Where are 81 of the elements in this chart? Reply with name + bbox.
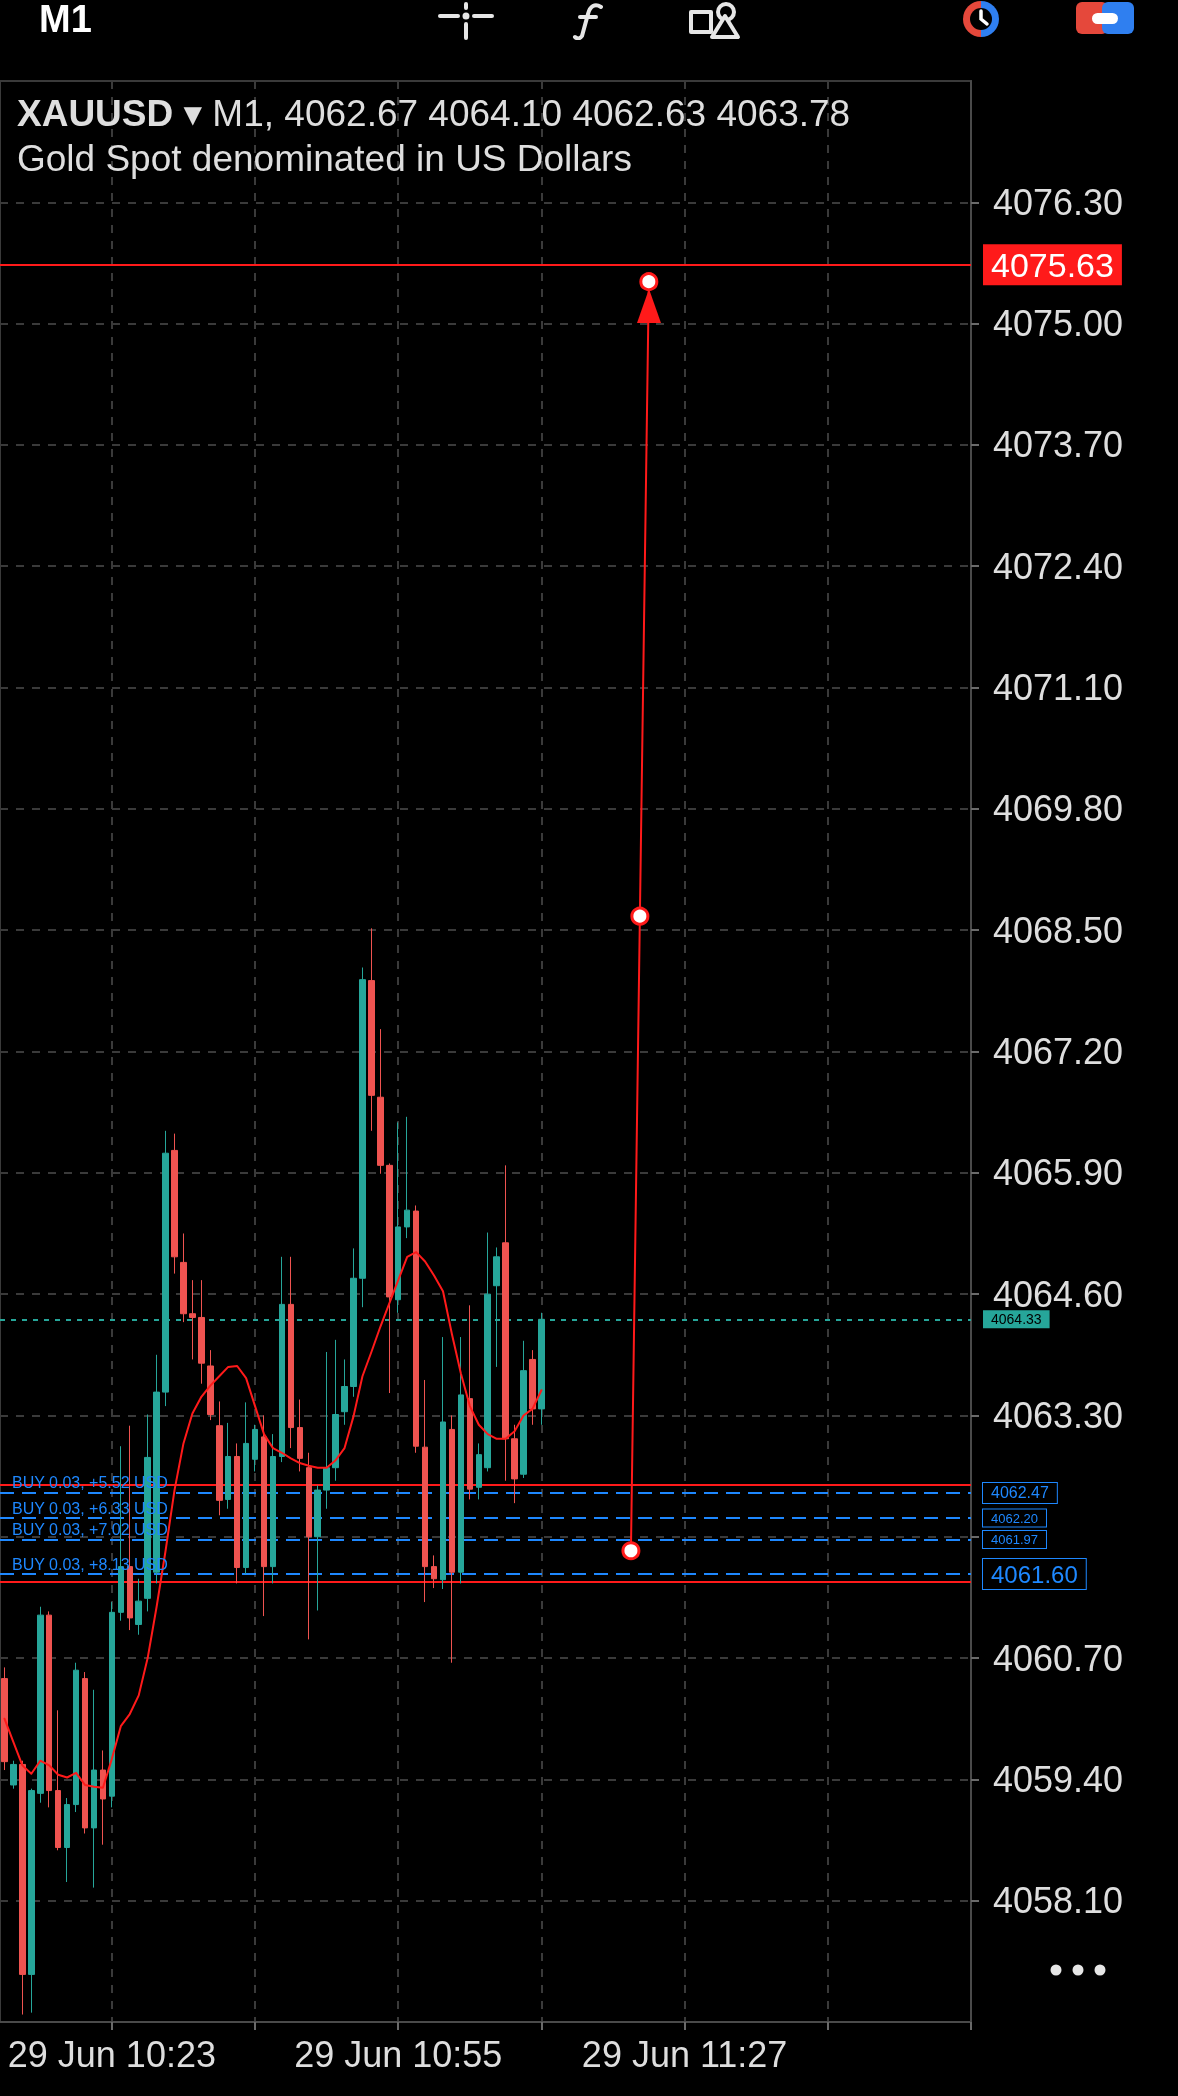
candlestick <box>225 1422 231 1510</box>
point <box>639 272 659 292</box>
candlestick <box>243 1401 249 1575</box>
candlestick <box>91 1689 97 1889</box>
candlestick <box>502 1164 509 1482</box>
candlestick <box>216 1400 223 1516</box>
candlestick <box>350 1247 357 1398</box>
candlestick <box>323 1351 330 1510</box>
y-tick-label: 4060.70 <box>993 1637 1124 1679</box>
candlestick <box>198 1279 205 1385</box>
candlestick <box>395 1121 401 1314</box>
point <box>621 1541 641 1561</box>
candlestick <box>171 1133 178 1275</box>
candlestick <box>484 1232 491 1472</box>
candlestick <box>511 1424 518 1504</box>
candlestick <box>28 1788 35 2014</box>
candlestick <box>37 1606 44 1804</box>
candlestick <box>449 1414 455 1664</box>
candlestick <box>46 1610 52 1808</box>
candlestick <box>377 1028 384 1175</box>
candlestick <box>476 1442 482 1500</box>
x-tick-label: 29 Jun 10:55 <box>294 2033 503 2075</box>
ref-line-label: 4061.60 <box>991 1560 1078 1588</box>
y-tick-label: 4076.30 <box>993 181 1124 223</box>
candlestick <box>431 1554 437 1589</box>
ref-line-label: 4062.47 <box>991 1484 1049 1502</box>
candlestick <box>10 1760 17 1790</box>
x-tick-label: 29 Jun 11:27 <box>581 2033 788 2075</box>
candlestick <box>73 1662 79 1813</box>
candlestick <box>1 1666 8 1771</box>
ref-line-label: 4075.63 <box>991 245 1114 284</box>
y-tick-label: 4059.40 <box>993 1758 1124 1800</box>
y-tick-label: 4065.90 <box>993 1152 1124 1194</box>
y-tick-label: 4069.80 <box>993 788 1124 830</box>
candlestick <box>55 1709 61 1851</box>
candlestick <box>180 1232 187 1323</box>
candlestick <box>359 967 366 1308</box>
chart-title: XAUUSD ▾ M1, 4062.67 4064.10 4062.63 4063.78 <box>17 93 851 134</box>
ref-line-label: 4061.97 <box>991 1532 1038 1548</box>
candlestick <box>189 1279 196 1360</box>
candlestick <box>529 1349 536 1426</box>
candlestick <box>261 1414 267 1617</box>
candlestick <box>404 1116 410 1239</box>
candlestick <box>127 1425 133 1631</box>
x-tick-label: 29 Jun 10:23 <box>7 2033 216 2075</box>
y-tick-label: 4073.70 <box>993 424 1124 466</box>
candlestick <box>467 1304 473 1500</box>
candlestick <box>207 1349 214 1421</box>
y-tick-label: 4058.10 <box>993 1880 1124 1922</box>
candlestick <box>234 1442 240 1584</box>
candlestick <box>314 1484 321 1611</box>
candlestick <box>109 1601 115 1808</box>
y-tick-label: 4071.10 <box>993 667 1124 709</box>
candlestick <box>306 1452 312 1640</box>
candlestick <box>458 1336 464 1584</box>
y-tick-label: 4067.20 <box>993 1031 1124 1072</box>
candlestick <box>386 1162 393 1394</box>
candlestick <box>297 1399 303 1472</box>
text: M1 <box>39 0 92 40</box>
candlestick <box>252 1424 258 1472</box>
candlestick <box>82 1671 88 1834</box>
candlestick <box>440 1336 446 1590</box>
candlestick <box>64 1797 70 1883</box>
candlestick <box>413 1204 419 1454</box>
candlestick <box>368 927 375 1132</box>
candlestick <box>288 1256 294 1449</box>
candlestick <box>422 1379 428 1603</box>
candlestick <box>341 1358 348 1426</box>
ref-line-label: 4062.20 <box>991 1510 1038 1526</box>
point <box>630 906 650 926</box>
candlestick <box>332 1339 339 1482</box>
candlestick <box>135 1578 142 1636</box>
candlestick <box>538 1312 545 1426</box>
candlestick <box>270 1433 276 1584</box>
y-tick-label: 4063.30 <box>993 1394 1124 1436</box>
text: Gold Spot denominated in US Dollars <box>17 138 632 179</box>
y-tick-label: 4075.00 <box>993 303 1124 345</box>
candlestick <box>520 1340 527 1479</box>
y-tick-label: 4072.40 <box>993 545 1124 587</box>
candlestick <box>19 1760 26 2016</box>
y-tick-label: 4068.50 <box>993 909 1124 951</box>
